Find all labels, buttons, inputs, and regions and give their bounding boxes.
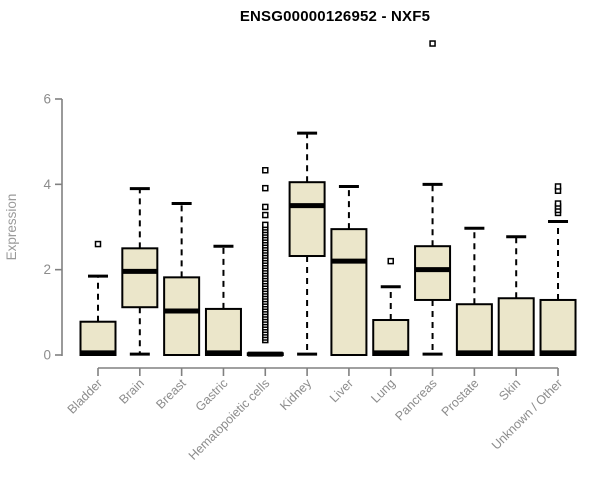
x-tick-label: Prostate <box>439 376 482 419</box>
x-tick-label: Skin <box>496 376 523 403</box>
box-group-kidney <box>288 131 326 356</box>
iqr-box <box>79 320 117 356</box>
iqr-box <box>204 307 242 357</box>
iqr-box <box>539 298 577 356</box>
iqr-box <box>372 319 410 356</box>
x-tick-label: Liver <box>327 376 356 405</box>
x-tick-label: Hematopoietic cells <box>186 376 273 463</box>
iqr-box <box>497 297 535 357</box>
x-tick-label: Lung <box>368 376 398 406</box>
outlier-point <box>94 240 102 248</box>
x-tick-label: Bladder <box>65 376 105 416</box>
chart-title: ENSG00000126952 - NXF5 <box>239 8 431 25</box>
y-axis-title: Expression <box>4 194 19 261</box>
box-group-bladder <box>79 240 117 356</box>
box-group-breast <box>163 202 201 357</box>
box-group-gastric <box>204 244 242 357</box>
box-group-unknown-other <box>539 183 577 356</box>
outlier-point <box>262 167 269 174</box>
box-group-pancreas <box>414 40 452 356</box>
iqr-box <box>288 181 326 258</box>
outlier-point <box>429 40 436 47</box>
outlier-point <box>554 183 562 190</box>
y-tick-label: 6 <box>43 91 51 106</box>
box-group-brain <box>121 187 159 356</box>
outlier-point <box>387 257 394 265</box>
box-group-lung <box>372 257 410 356</box>
outlier-point <box>262 221 269 229</box>
iqr-box <box>121 247 159 309</box>
x-tick-label: Brain <box>116 376 147 407</box>
outlier-point <box>262 211 269 219</box>
y-tick-label: 4 <box>43 177 51 192</box>
outlier-point <box>262 184 269 192</box>
x-tick-label: Gastric <box>193 376 231 414</box>
box-group-hematopoietic-cells <box>246 167 284 357</box>
y-tick-label: 2 <box>43 262 51 277</box>
outlier-point <box>554 200 562 207</box>
iqr-box <box>330 228 368 357</box>
iqr-box <box>414 245 452 301</box>
outlier-point <box>262 203 269 211</box>
box-group-skin <box>497 235 535 357</box>
iqr-box <box>455 303 493 356</box>
x-tick-label: Kidney <box>277 376 314 413</box>
x-tick-label: Breast <box>153 376 189 412</box>
box-group-prostate <box>455 226 493 356</box>
x-tick-label: Pancreas <box>392 376 439 423</box>
box-group-liver <box>330 184 368 357</box>
y-tick-label: 0 <box>43 348 51 363</box>
x-tick-label: Unknown / Other <box>489 376 565 452</box>
iqr-box <box>163 276 201 357</box>
